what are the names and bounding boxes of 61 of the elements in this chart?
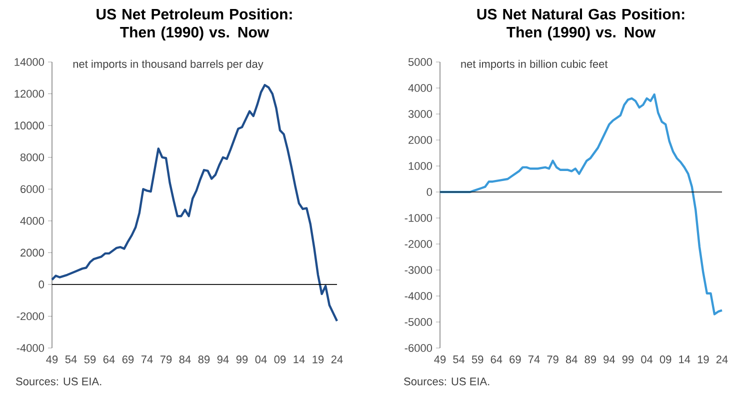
line-series: [50, 84, 338, 322]
x-tick-label: 49: [434, 356, 446, 364]
x-tick-label: 59: [472, 356, 484, 364]
x-tick-label: 99: [622, 356, 634, 364]
y-tick-label: -4000: [404, 292, 432, 300]
y-tick-label: -3000: [404, 266, 432, 274]
x-tick-label: 19: [312, 356, 324, 364]
y-tick-label: -1000: [404, 214, 432, 222]
x-tick-label: 79: [160, 356, 172, 364]
y-tick-label: 14000: [14, 58, 44, 66]
y-tick-label: 0: [38, 280, 44, 288]
y-tick-label: 8000: [20, 153, 44, 162]
y-tick-label: 2000: [408, 136, 432, 144]
y-tick-label: 6000: [20, 185, 44, 194]
source-note: Sources: US EIA.: [16, 378, 102, 386]
chart-subtitle: net imports in thousand barrels per day: [73, 60, 264, 70]
x-tick-label: 09: [274, 356, 286, 364]
y-tick-label: 2000: [20, 248, 44, 257]
x-tick-label: 54: [453, 356, 465, 364]
x-tick-label: 69: [510, 356, 521, 364]
chart-subtitle: net imports in billion cubic feet: [461, 60, 608, 70]
x-tick-label: 84: [566, 356, 578, 364]
x-tick-label: 79: [547, 356, 558, 364]
source-note: Sources: US EIA.: [404, 378, 490, 386]
x-tick-label: 49: [46, 356, 58, 364]
y-tick-label: 1000: [408, 162, 432, 170]
chart-title: US Net Petroleum Position: Then (1990) vs. Now: [96, 8, 292, 40]
x-tick-label: 74: [141, 356, 153, 364]
y-tick-label: 4000: [20, 217, 44, 225]
y-tick-label: 4000: [408, 84, 432, 92]
y-tick-label: 5000: [408, 58, 432, 66]
x-tick-label: 84: [179, 356, 191, 364]
chart-title: US Net Natural Gas Position: Then (1990) vs. Now: [477, 8, 684, 40]
x-tick-label: 99: [236, 356, 248, 364]
y-tick-label: -4000: [16, 344, 44, 352]
x-tick-label: 94: [217, 356, 229, 364]
x-tick-label: 14: [679, 356, 690, 364]
x-tick-label: 89: [584, 356, 596, 364]
x-tick-label: 24: [331, 356, 343, 364]
y-tick-label: 10000: [14, 122, 44, 130]
y-tick-label: -2000: [404, 240, 432, 248]
x-tick-label: 09: [660, 356, 672, 364]
x-tick-label: 89: [198, 356, 210, 364]
y-tick-label: -5000: [404, 318, 432, 326]
x-tick-label: 74: [528, 356, 540, 364]
y-tick-label: 0: [426, 188, 432, 196]
x-tick-label: 14: [294, 356, 305, 364]
x-tick-label: 94: [604, 356, 615, 364]
x-tick-label: 04: [641, 356, 653, 364]
x-tick-label: 64: [490, 356, 502, 364]
x-tick-label: 24: [716, 356, 728, 364]
x-tick-label: 04: [255, 356, 267, 364]
y-tick-label: -6000: [404, 344, 432, 352]
x-tick-label: 69: [122, 356, 134, 364]
y-tick-label: 3000: [408, 110, 432, 118]
x-tick-label: 54: [65, 356, 77, 364]
y-tick-label: 12000: [14, 90, 44, 98]
x-tick-label: 19: [698, 356, 709, 364]
x-tick-label: 64: [103, 356, 115, 364]
x-tick-label: 59: [84, 356, 96, 364]
y-tick-label: -2000: [16, 312, 44, 320]
